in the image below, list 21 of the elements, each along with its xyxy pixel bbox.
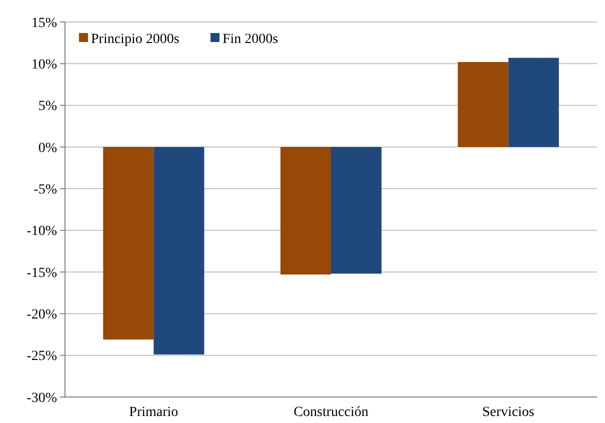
x-tick-label: Servicios — [482, 405, 534, 420]
y-tick-label: -20% — [26, 308, 58, 323]
legend-label: Principio 2000s — [91, 32, 180, 47]
y-tick-label: -5% — [34, 182, 58, 198]
bar — [458, 62, 508, 147]
y-tick-label: 15% — [31, 16, 58, 31]
bar — [280, 147, 331, 274]
bar — [154, 147, 204, 354]
y-tick-label: -25% — [26, 349, 58, 364]
y-tick-label: -15% — [26, 266, 58, 281]
y-tick-label: 5% — [38, 99, 58, 114]
bar — [331, 147, 382, 274]
y-tick-label: 10% — [31, 58, 58, 73]
y-tick-label: -10% — [26, 224, 58, 240]
legend-label: Fin 2000s — [222, 32, 278, 47]
bar — [103, 147, 154, 340]
y-tick-label: -30% — [26, 390, 58, 406]
x-tick-label: Construcción — [294, 405, 368, 420]
bar — [508, 58, 559, 147]
x-tick-label: Primario — [129, 405, 178, 420]
y-tick-label: 0% — [38, 140, 58, 156]
